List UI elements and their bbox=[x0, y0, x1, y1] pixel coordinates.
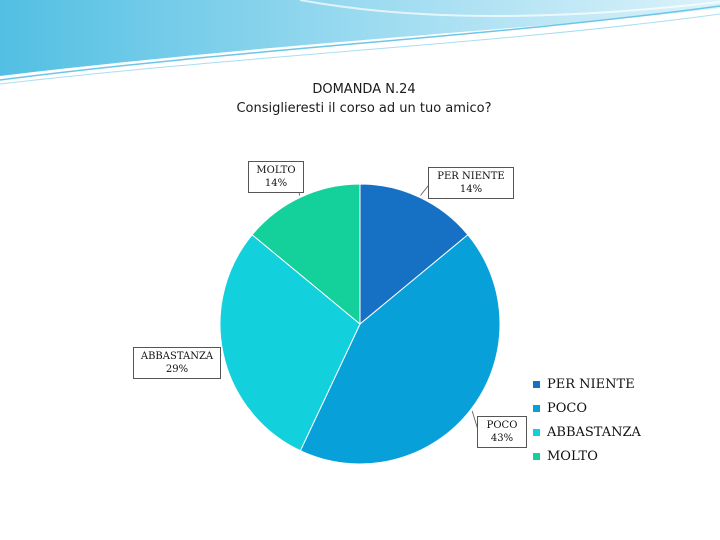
pie-slice-abbastanza bbox=[219, 234, 361, 452]
legend-item: ABBASTANZA bbox=[533, 420, 641, 444]
legend-item: PER NIENTE bbox=[533, 372, 641, 396]
legend-item: MOLTO bbox=[533, 444, 641, 468]
data-label: MOLTO 14% bbox=[248, 161, 304, 193]
legend-label: ABBASTANZA bbox=[547, 424, 641, 440]
legend-swatch bbox=[533, 452, 540, 460]
legend-swatch bbox=[533, 428, 540, 436]
data-label-category: POCO bbox=[486, 420, 518, 431]
pie-slice-poco bbox=[299, 234, 501, 465]
data-label-percent: 43% bbox=[490, 433, 514, 444]
chart-subtitle: Consiglieresti il corso ad un tuo amico? bbox=[236, 101, 492, 116]
chart-title: DOMANDA N.24 bbox=[312, 82, 416, 97]
data-label: ABBASTANZA 29% bbox=[133, 347, 221, 379]
data-label-percent: 29% bbox=[165, 364, 189, 375]
data-label-category: PER NIENTE bbox=[437, 171, 505, 182]
legend-swatch bbox=[533, 380, 540, 388]
legend-swatch bbox=[533, 404, 540, 412]
data-label-percent: 14% bbox=[459, 184, 483, 195]
legend-label: POCO bbox=[547, 400, 588, 416]
legend-label: MOLTO bbox=[547, 448, 598, 464]
data-label-category: ABBASTANZA bbox=[140, 351, 214, 362]
pie-slice-per-niente bbox=[359, 183, 469, 326]
data-label-category: MOLTO bbox=[256, 165, 296, 176]
legend-item: POCO bbox=[533, 396, 641, 420]
chart-legend: PER NIENTE POCO ABBASTANZA MOLTO bbox=[533, 372, 641, 468]
data-label: POCO 43% bbox=[477, 416, 527, 448]
data-label-percent: 14% bbox=[264, 178, 288, 189]
legend-label: PER NIENTE bbox=[547, 376, 635, 392]
decorative-header-banner bbox=[0, 0, 720, 85]
data-label: PER NIENTE 14% bbox=[428, 167, 514, 199]
pie-slice-molto bbox=[251, 183, 361, 326]
